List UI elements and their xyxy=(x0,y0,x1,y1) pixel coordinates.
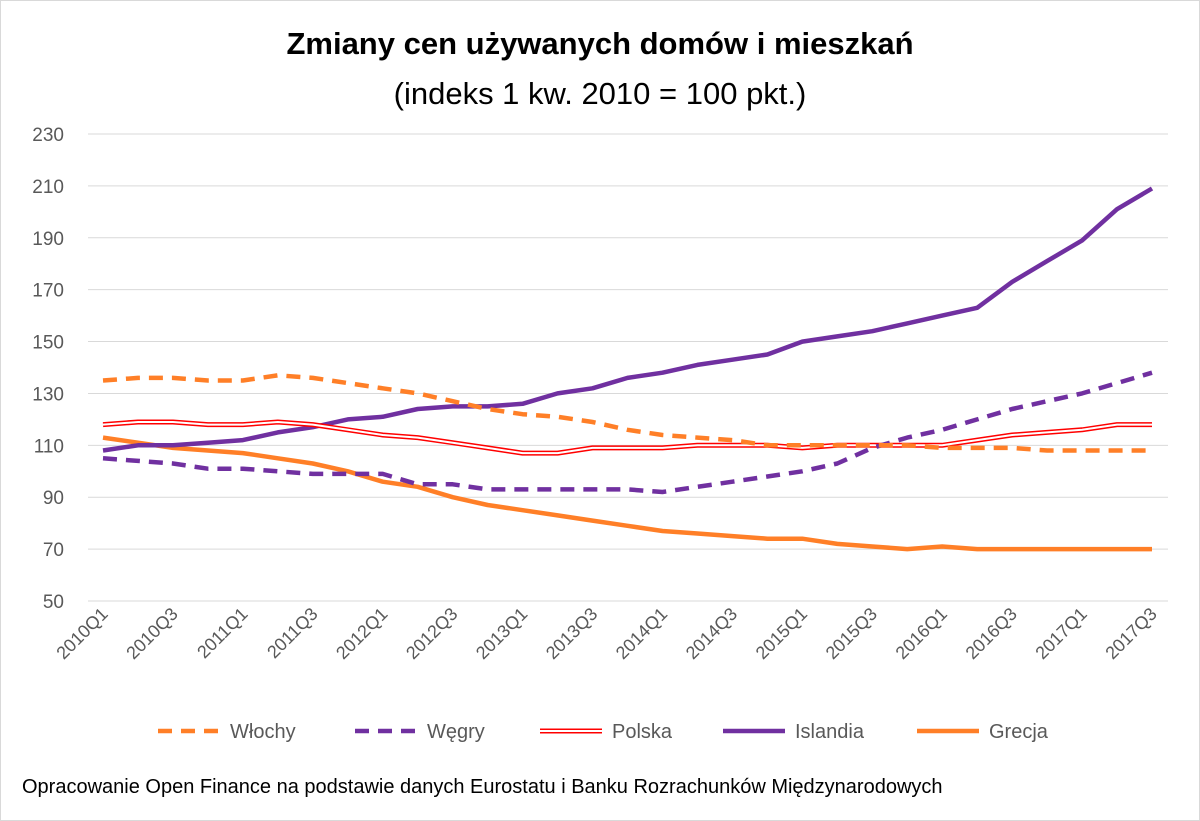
legend-item-Włochy: Włochy xyxy=(158,721,296,743)
source-note: Opracowanie Open Finance na podstawie da… xyxy=(22,776,943,798)
x-tick-label: 2013Q1 xyxy=(472,604,531,663)
legend-item-Islandia: Islandia xyxy=(723,721,865,743)
series-Polska xyxy=(102,419,1152,456)
x-tick-label: 2010Q3 xyxy=(122,604,181,663)
x-tick-label: 2015Q1 xyxy=(752,604,811,663)
series-Grecja xyxy=(102,435,1152,552)
x-tick-label: 2011Q3 xyxy=(263,604,321,662)
y-tick-label: 190 xyxy=(32,229,64,250)
chart-subtitle: (indeks 1 kw. 2010 = 100 pkt.) xyxy=(393,76,807,111)
series-line-Grecja xyxy=(102,435,1152,552)
x-tick-label: 2015Q3 xyxy=(822,604,881,663)
x-tick-label: 2012Q3 xyxy=(402,604,461,663)
series-line-Włochy xyxy=(102,373,1152,453)
y-tick-label: 90 xyxy=(43,488,64,509)
x-axis-ticks: 2010Q1 2010Q3 2011Q1 2011Q3 2012Q1 2012Q3 2013… xyxy=(52,604,1160,663)
legend-item-Polska: Polska xyxy=(540,721,673,743)
legend-label: Polska xyxy=(612,721,673,743)
x-tick-label: 2013Q3 xyxy=(542,604,601,663)
y-tick-label: 150 xyxy=(32,333,64,354)
series-line-inner-Polska xyxy=(102,421,1152,455)
y-axis-ticks: 50 70 90 110 130 150 170 190 210 230 xyxy=(32,125,64,613)
legend-label: Węgry xyxy=(427,721,485,743)
x-tick-label: 2011Q1 xyxy=(193,604,251,662)
y-tick-label: 70 xyxy=(43,540,64,561)
y-tick-label: 130 xyxy=(32,384,64,405)
legend-label: Włochy xyxy=(230,721,296,743)
y-tick-label: 230 xyxy=(32,125,64,146)
series-line-Węgry xyxy=(102,370,1153,495)
chart-title: Zmiany cen używanych domów i mieszkań xyxy=(286,26,914,61)
x-tick-label: 2014Q1 xyxy=(612,604,671,663)
legend: Włochy Węgry Polska Islandia Grecja xyxy=(158,721,1049,743)
x-tick-label: 2014Q3 xyxy=(682,604,741,663)
legend-item-Grecja: Grecja xyxy=(917,721,1049,743)
series-Islandia xyxy=(102,186,1154,453)
y-tick-label: 110 xyxy=(34,436,64,457)
legend-label: Grecja xyxy=(989,721,1049,743)
x-tick-label: 2012Q1 xyxy=(332,604,391,663)
series-Węgry xyxy=(102,370,1153,495)
x-tick-label: 2017Q3 xyxy=(1101,604,1160,663)
x-tick-label: 2017Q1 xyxy=(1031,604,1090,663)
legend-item-Węgry: Węgry xyxy=(355,721,485,743)
series-Włochy xyxy=(102,373,1152,453)
y-tick-label: 50 xyxy=(43,592,64,613)
legend-label: Islandia xyxy=(795,721,865,743)
series-line-Islandia xyxy=(102,186,1154,453)
x-tick-label: 2016Q1 xyxy=(892,604,951,663)
y-tick-label: 210 xyxy=(32,177,64,198)
gridlines xyxy=(88,133,1168,602)
x-tick-label: 2016Q3 xyxy=(962,604,1021,663)
y-tick-label: 170 xyxy=(32,281,64,302)
series-lines xyxy=(102,186,1154,552)
